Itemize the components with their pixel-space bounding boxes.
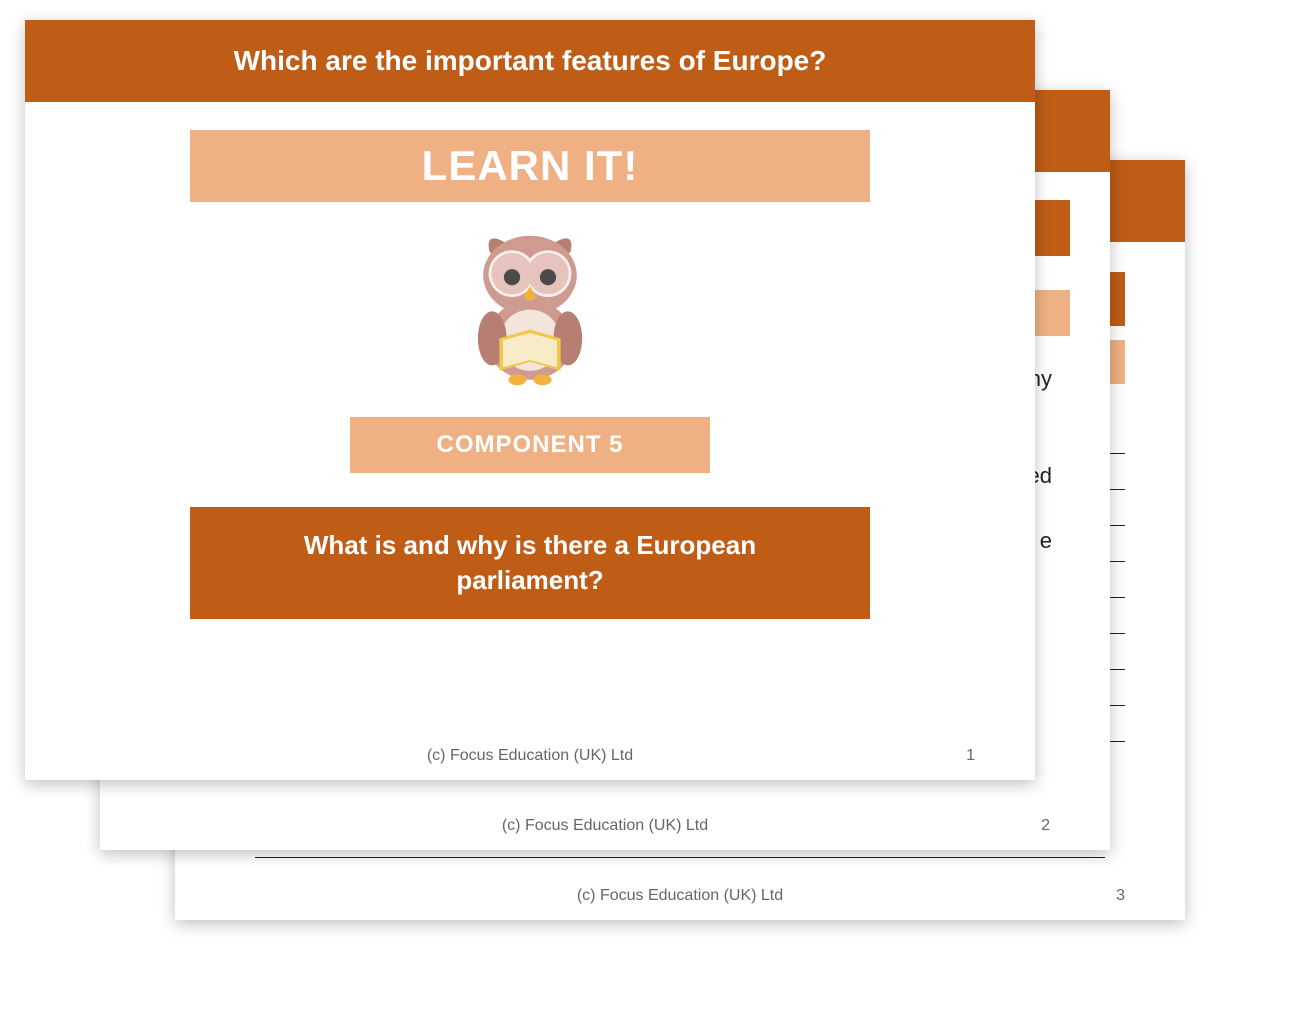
slide-1: Which are the important features of Euro… — [25, 20, 1035, 780]
slide2-footer: (c) Focus Education (UK) Ltd 2 — [100, 802, 1110, 850]
slide1-body: LEARN IT! — [25, 102, 1035, 732]
component-band: COMPONENT 5 — [350, 417, 710, 473]
component-label: COMPONENT 5 — [436, 431, 623, 459]
learn-it-band: LEARN IT! — [190, 130, 870, 202]
copyright-text: (c) Focus Education (UK) Ltd — [427, 747, 633, 765]
slide3-footer: (c) Focus Education (UK) Ltd 3 — [175, 872, 1185, 920]
page-number: 1 — [966, 747, 975, 765]
slide1-footer: (c) Focus Education (UK) Ltd 1 — [25, 732, 1035, 780]
owl-illustration — [440, 216, 620, 401]
question-box: What is and why is there a European parl… — [190, 507, 870, 619]
page-number: 3 — [1116, 887, 1125, 905]
copyright-text: (c) Focus Education (UK) Ltd — [502, 817, 708, 835]
copyright-text: (c) Focus Education (UK) Ltd — [577, 887, 783, 905]
question-text: What is and why is there a European parl… — [230, 528, 830, 598]
owl-icon — [440, 216, 620, 396]
page-number: 2 — [1041, 817, 1050, 835]
learn-it-label: LEARN IT! — [422, 142, 639, 190]
writing-line — [255, 857, 1105, 858]
slide1-header-band: Which are the important features of Euro… — [25, 20, 1035, 102]
page-title: Which are the important features of Euro… — [234, 45, 827, 77]
